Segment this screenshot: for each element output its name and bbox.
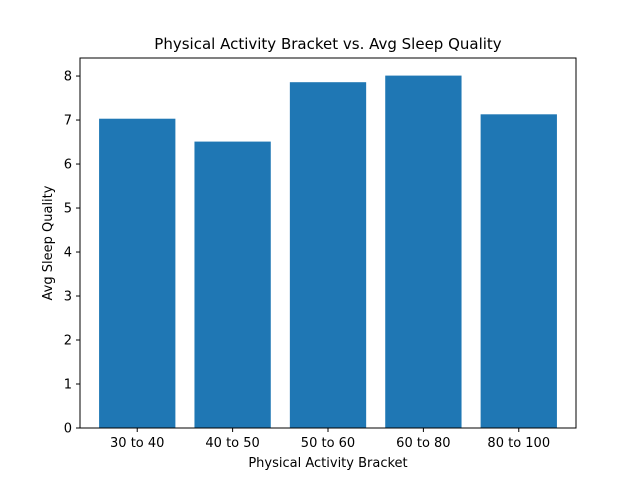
bar-40-to-50 — [194, 141, 271, 428]
x-tick-label: 80 to 100 — [487, 436, 550, 451]
y-tick-label: 4 — [64, 246, 72, 261]
y-axis-ticks: 0 1 2 3 4 5 6 7 8 — [64, 70, 80, 437]
bar-30-to-40 — [99, 118, 176, 429]
y-axis-label: Avg Sleep Quality — [41, 185, 56, 300]
x-tick-label: 60 to 80 — [396, 436, 450, 451]
bar-60-to-80 — [385, 75, 462, 428]
bar-80-to-100 — [480, 114, 557, 428]
y-tick-label: 6 — [64, 158, 72, 173]
chart-title: Physical Activity Bracket vs. Avg Sleep … — [154, 35, 502, 53]
x-tick-label: 30 to 40 — [110, 436, 164, 451]
plot-frame — [79, 57, 577, 429]
x-tick-label: 50 to 60 — [301, 436, 355, 451]
bar-50-to-60 — [289, 82, 367, 428]
x-axis-label: Physical Activity Bracket — [248, 456, 407, 471]
bars-group — [99, 75, 557, 429]
y-tick-label: 7 — [64, 114, 72, 129]
y-tick-label: 3 — [64, 290, 72, 305]
y-tick-label: 0 — [64, 422, 72, 437]
x-axis-ticks: 30 to 40 40 to 50 50 to 60 60 to 80 80 to 10… — [110, 428, 550, 451]
y-tick-label: 1 — [64, 378, 72, 393]
x-tick-label: 40 to 50 — [205, 436, 259, 451]
y-tick-label: 2 — [64, 334, 72, 349]
y-tick-label: 8 — [64, 70, 72, 85]
y-tick-label: 5 — [64, 202, 72, 217]
